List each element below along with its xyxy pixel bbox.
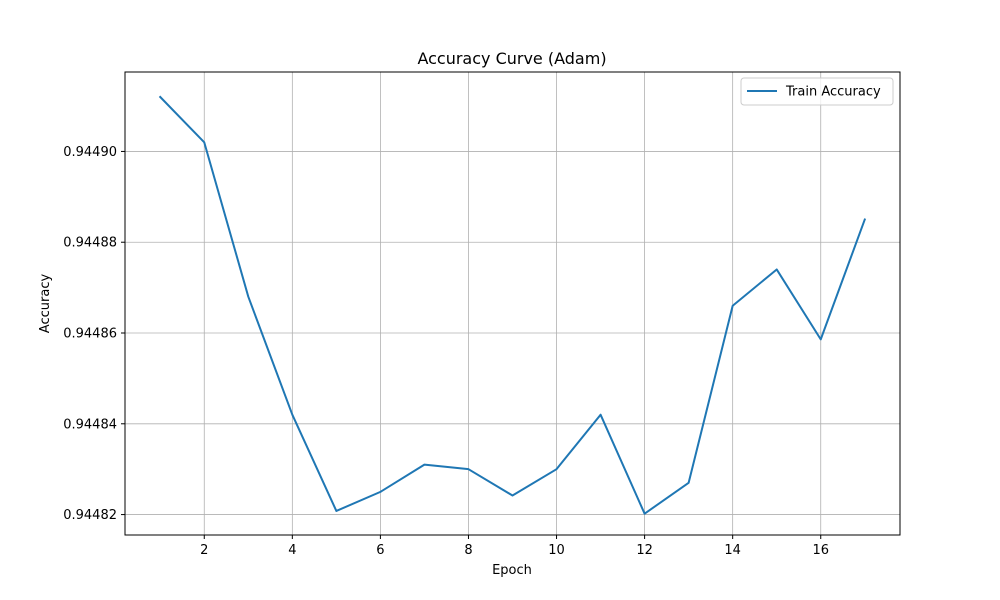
legend: Train Accuracy	[740, 77, 894, 106]
y-tick-label: 0.94488	[63, 236, 117, 251]
series-layer	[158, 95, 867, 515]
series-line-train-accuracy	[158, 95, 867, 515]
legend-label-train-accuracy: Train Accuracy	[785, 85, 881, 100]
chart-title: Accuracy Curve (Adam)	[417, 49, 606, 68]
y-axis-label: Accuracy	[38, 274, 53, 334]
x-tick-label: 10	[548, 543, 565, 558]
x-tick-label: 16	[812, 543, 829, 558]
x-tick-label: 14	[724, 543, 741, 558]
plot-frame	[124, 71, 901, 536]
y-tick-label: 0.94490	[63, 145, 117, 160]
y-tick-label: 0.94486	[63, 327, 117, 342]
x-tick-label: 6	[376, 543, 384, 558]
y-tick-label: 0.94482	[63, 508, 117, 523]
x-tick-label: 8	[464, 543, 472, 558]
x-axis-label: Epoch	[492, 563, 532, 578]
x-axis-ticks: 2 4 6 8 10 12 14 16	[200, 535, 829, 558]
x-tick-label: 4	[288, 543, 296, 558]
grid	[125, 72, 900, 535]
y-axis-ticks: 0.94482 0.94484 0.94486 0.94488 0.94490	[63, 145, 125, 523]
x-tick-label: 12	[636, 543, 653, 558]
x-tick-label: 2	[200, 543, 208, 558]
legend-box	[740, 77, 894, 106]
y-tick-label: 0.94484	[63, 417, 117, 432]
